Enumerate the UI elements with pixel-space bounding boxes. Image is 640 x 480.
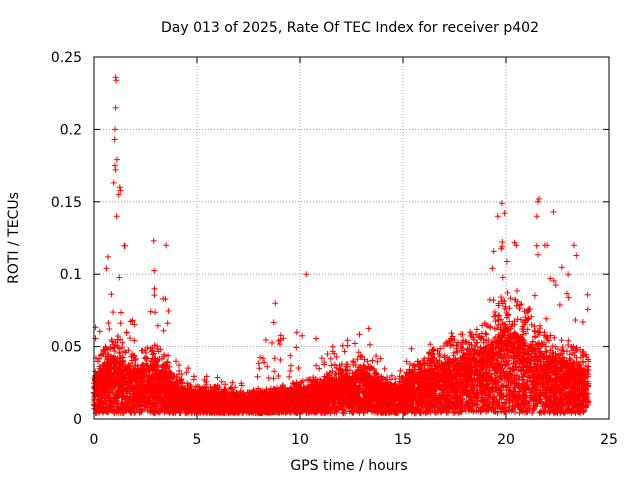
axis-ticks: 0 5 10 15 20 25 0 0.05 0.1 0.15 0.2 0.25 [51, 50, 618, 448]
x-tick-label: 5 [193, 432, 202, 448]
x-axis-label: GPS time / hours [290, 458, 407, 474]
y-tick-label: 0.05 [51, 340, 82, 356]
y-tick-label: 0.1 [60, 267, 82, 283]
y-tick-label: 0.25 [51, 50, 82, 66]
y-axis-label: ROTI / TECUs [6, 192, 22, 284]
grid [94, 57, 609, 419]
data-points [91, 74, 592, 417]
x-tick-label: 10 [291, 432, 309, 448]
chart-title: Day 013 of 2025, Rate Of TEC Index for r… [161, 20, 539, 36]
y-tick-label: 0 [73, 412, 82, 428]
x-tick-label: 20 [497, 432, 515, 448]
x-tick-label: 25 [600, 432, 618, 448]
roti-markers [91, 74, 592, 417]
y-tick-label: 0.15 [51, 195, 82, 211]
plot-frame [93, 56, 610, 420]
y-tick-label: 0.2 [60, 122, 82, 138]
x-tick-label: 0 [90, 432, 99, 448]
x-tick-label: 15 [394, 432, 412, 448]
